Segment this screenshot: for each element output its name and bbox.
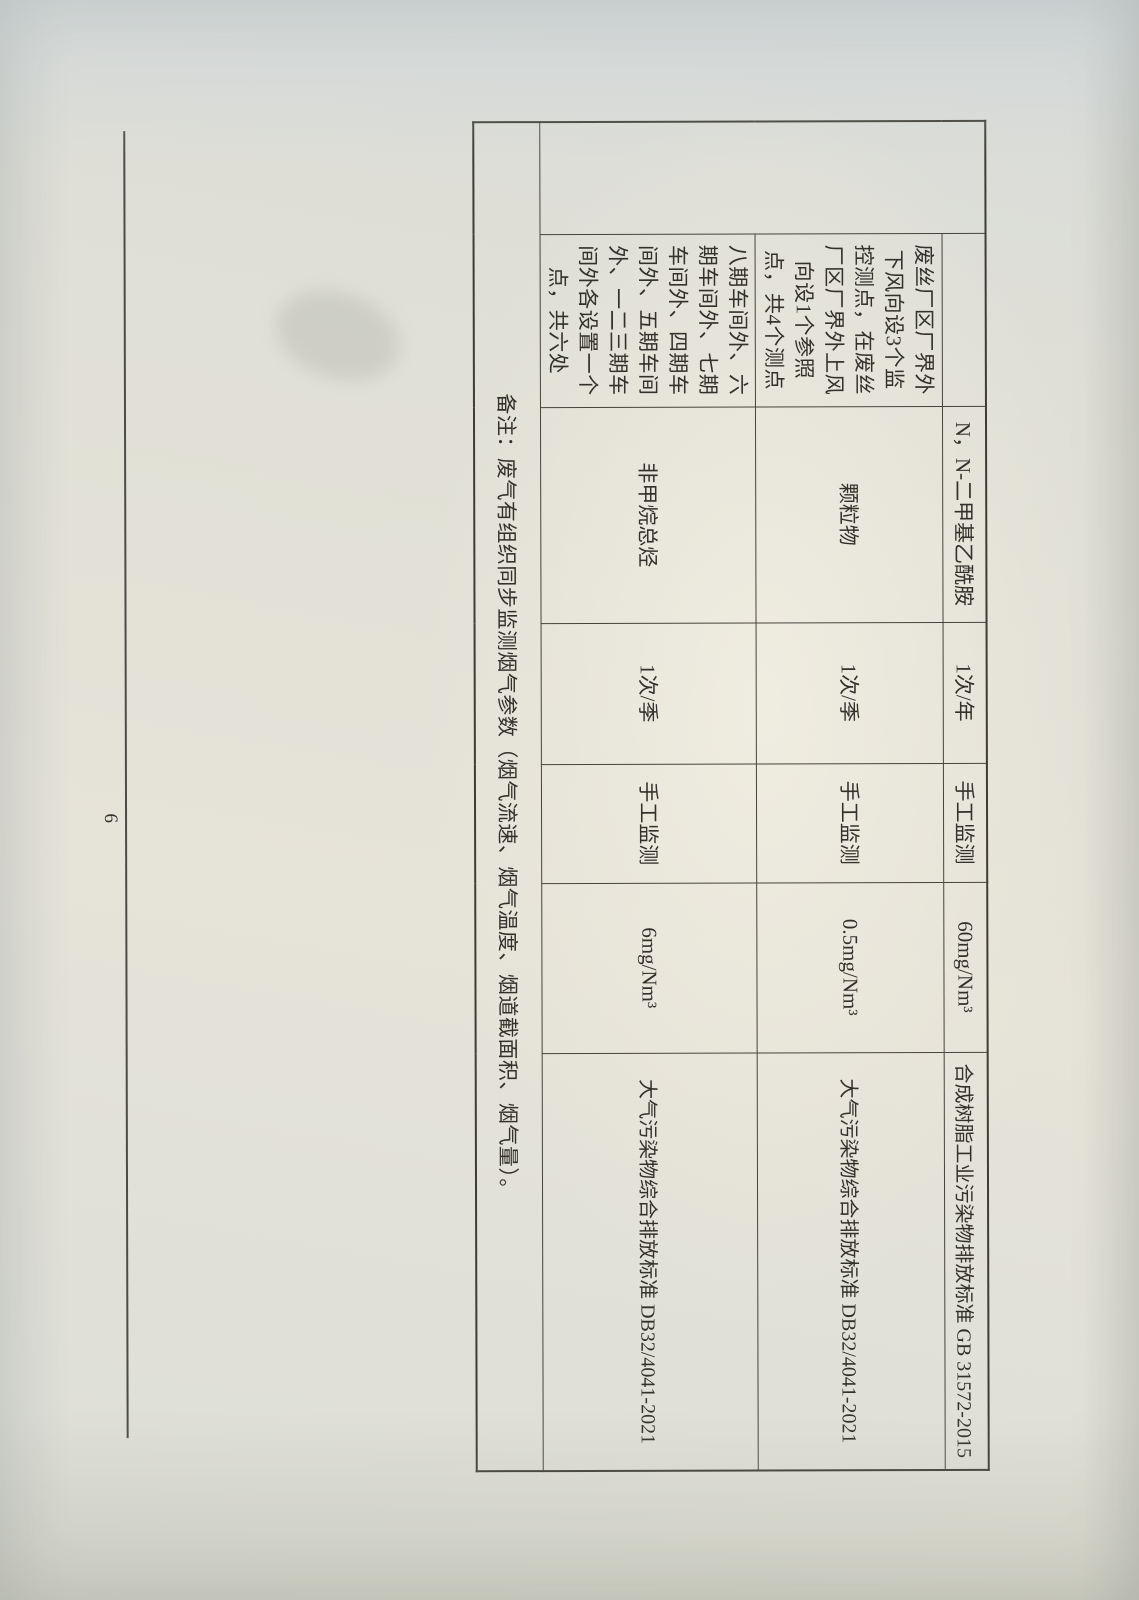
table-row: 八期车间外、六期车间外、七期车间外、四期车间外、五期车间外、一二三期车间外各设置… [540,122,759,1472]
note-cell: 备注：废气有组织同步监测烟气参数（烟气流速、烟气温度、烟道截面积、烟气量）。 [473,122,544,1472]
method-cell: 手工监测 [541,763,757,884]
limit-cell: 60mg/Nm³ [943,881,988,1053]
frequency-cell: 1次/年 [943,621,987,764]
scan-smudge [264,275,411,396]
table-row: 废丝厂区厂界外下风向设3个监控测点，在废丝厂区厂界外上风向设1个参照点，共4个测… [755,121,946,1471]
location-cell: 八期车间外、六期车间外、七期车间外、四期车间外、五期车间外、一二三期车间外各设置… [540,233,756,408]
footer-rule [123,131,129,1439]
monitoring-table-wrap: N，N-二甲基乙酰胺 1次/年 手工监测 60mg/Nm³ 合成树脂工业污染物排… [472,119,990,1473]
frequency-cell: 1次/季 [541,622,757,765]
limit-cell: 6mg/Nm³ [541,882,758,1054]
standard-cell: 大气污染物综合排放标准 DB32/4041-2021 [757,1052,946,1471]
location-cell-empty [942,232,986,407]
location-cell: 废丝厂区厂界外下风向设3个监控测点，在废丝厂区厂界外上风向设1个参照点，共4个测… [755,233,943,407]
monitoring-table: N，N-二甲基乙酰胺 1次/年 手工监测 60mg/Nm³ 合成树脂工业污染物排… [472,119,990,1473]
standard-cell: 合成树脂工业污染物排放标准 GB 31572-2015 [944,1051,989,1471]
pollutant-item-cell: 颗粒物 [755,406,944,623]
page-number: 6 [100,813,122,823]
limit-cell: 0.5mg/Nm³ [756,882,945,1053]
table-row: N，N-二甲基乙酰胺 1次/年 手工监测 60mg/Nm³ 合成树脂工业污染物排… [539,120,989,1471]
category-cell [539,120,986,235]
frequency-cell: 1次/季 [756,622,944,764]
standard-cell: 大气污染物综合排放标准 DB32/4041-2021 [542,1052,759,1472]
pollutant-item-cell: N，N-二甲基乙酰胺 [942,405,987,623]
table-note-row: 备注：废气有组织同步监测烟气参数（烟气流速、烟气温度、烟道截面积、烟气量）。 [473,122,544,1472]
method-cell: 手工监测 [756,763,944,883]
method-cell: 手工监测 [943,762,988,883]
pollutant-item-cell: 非甲烷总烃 [540,406,757,624]
